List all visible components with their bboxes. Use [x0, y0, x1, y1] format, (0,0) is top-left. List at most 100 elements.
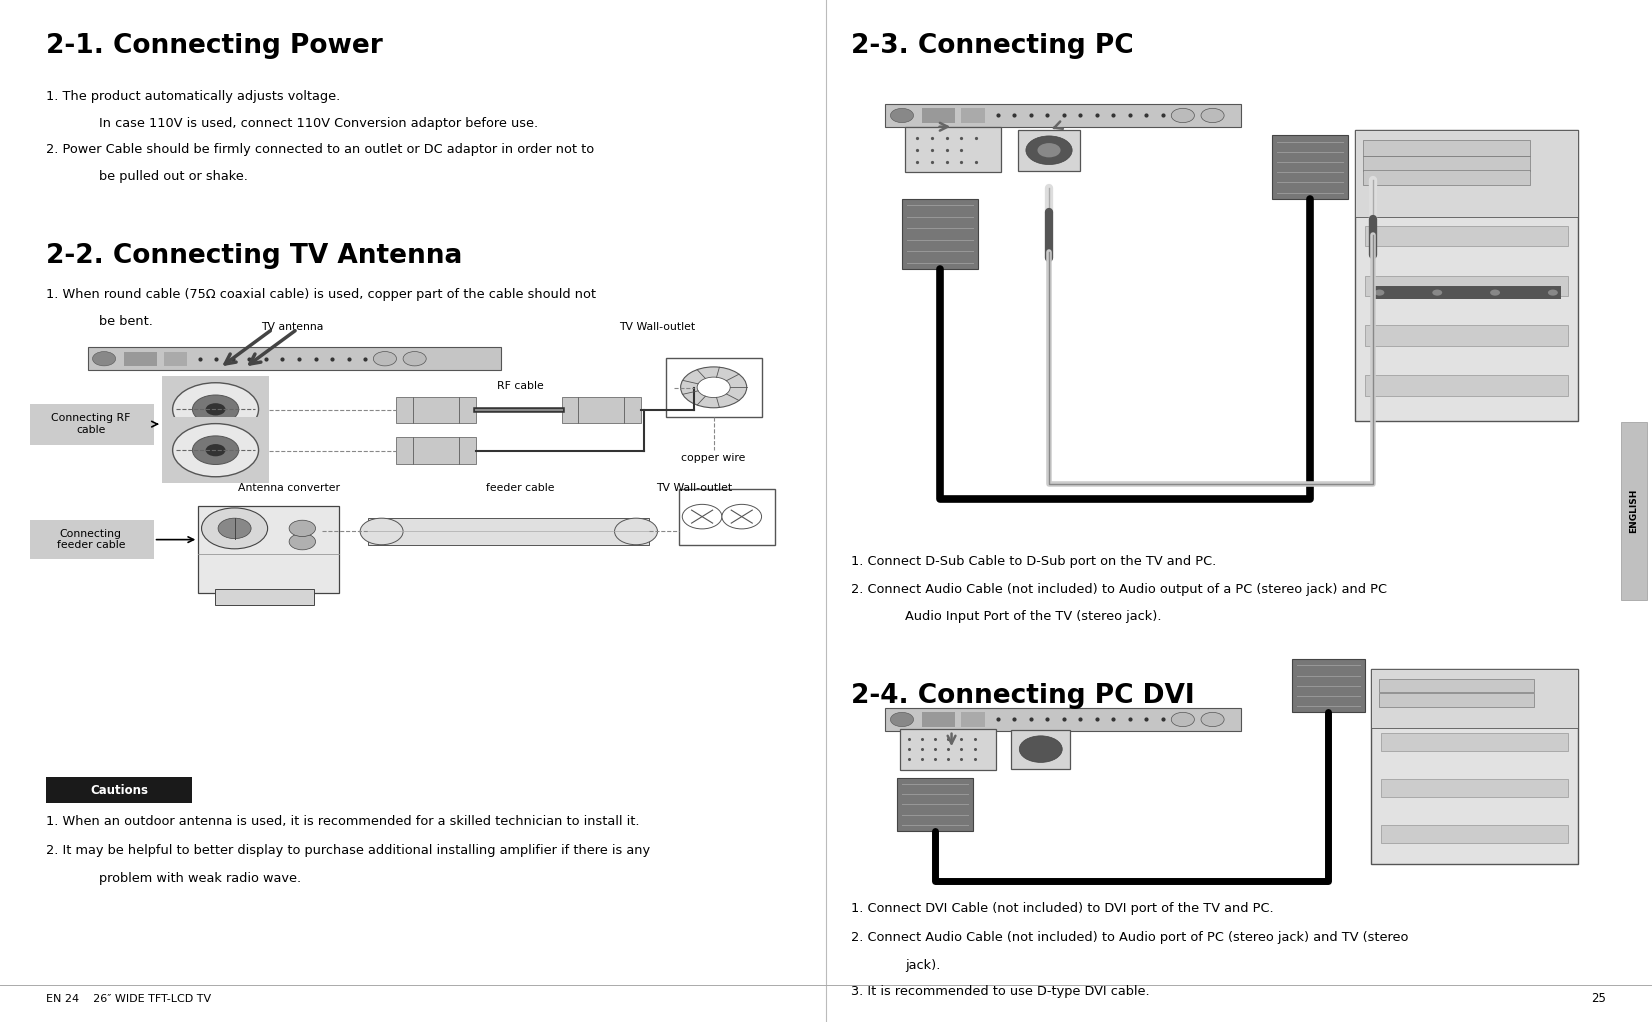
Bar — [961, 108, 985, 123]
Bar — [922, 712, 955, 727]
Text: 25: 25 — [1591, 991, 1606, 1005]
Text: 2. Power Cable should be firmly connected to an outlet or DC adaptor in order no: 2. Power Cable should be firmly connecte… — [46, 143, 595, 156]
Bar — [905, 127, 1001, 172]
Circle shape — [1490, 289, 1500, 295]
Bar — [164, 352, 187, 366]
Circle shape — [697, 377, 730, 398]
Text: be pulled out or shake.: be pulled out or shake. — [99, 170, 248, 183]
Circle shape — [890, 108, 914, 123]
Bar — [1355, 130, 1578, 218]
Bar — [1355, 130, 1578, 421]
Circle shape — [1019, 736, 1062, 762]
Bar — [679, 489, 775, 545]
Circle shape — [1171, 712, 1194, 727]
Bar — [1371, 669, 1578, 728]
Circle shape — [681, 367, 747, 408]
Text: RF cable: RF cable — [497, 381, 544, 391]
Bar — [162, 417, 269, 483]
Text: 1. Connect D-Sub Cable to D-Sub port on the TV and PC.: 1. Connect D-Sub Cable to D-Sub port on … — [851, 555, 1216, 568]
Circle shape — [1201, 108, 1224, 123]
Bar — [897, 778, 973, 831]
Bar — [198, 506, 339, 593]
Circle shape — [1548, 289, 1558, 295]
Circle shape — [1201, 712, 1224, 727]
Bar — [1292, 659, 1365, 712]
Text: TV Wall-outlet: TV Wall-outlet — [620, 322, 695, 332]
Bar — [459, 397, 476, 423]
Bar — [413, 397, 459, 423]
Bar — [124, 352, 157, 366]
Bar — [30, 520, 154, 559]
Text: problem with weak radio wave.: problem with weak radio wave. — [99, 872, 301, 885]
Bar — [30, 404, 154, 445]
Bar — [885, 104, 1241, 127]
Bar — [562, 397, 578, 423]
Bar — [46, 777, 192, 803]
Bar — [1379, 693, 1535, 707]
Text: 2-1. Connecting Power: 2-1. Connecting Power — [46, 33, 383, 58]
Circle shape — [202, 508, 268, 549]
Bar — [162, 376, 269, 443]
Bar — [902, 199, 978, 269]
Text: 2. Connect Audio Cable (not included) to Audio output of a PC (stereo jack) and : 2. Connect Audio Cable (not included) to… — [851, 583, 1386, 596]
Bar — [413, 437, 459, 464]
Circle shape — [205, 444, 225, 456]
Text: Connecting RF
cable: Connecting RF cable — [51, 413, 131, 435]
Text: In case 110V is used, connect 110V Conversion adaptor before use.: In case 110V is used, connect 110V Conve… — [99, 117, 539, 130]
Bar — [1379, 679, 1535, 692]
Text: be bent.: be bent. — [99, 315, 154, 328]
Bar — [1381, 779, 1568, 797]
Circle shape — [403, 352, 426, 366]
Circle shape — [93, 352, 116, 366]
Circle shape — [1037, 143, 1061, 157]
Text: 1. Connect DVI Cable (not included) to DVI port of the TV and PC.: 1. Connect DVI Cable (not included) to D… — [851, 901, 1274, 915]
Text: 3. It is recommended to use D-type DVI cable.: 3. It is recommended to use D-type DVI c… — [851, 985, 1150, 998]
Text: 2-4. Connecting PC DVI: 2-4. Connecting PC DVI — [851, 683, 1194, 708]
Text: 1. When round cable (75Ω coaxial cable) is used, copper part of the cable should: 1. When round cable (75Ω coaxial cable) … — [46, 288, 596, 301]
Circle shape — [218, 518, 251, 539]
Circle shape — [173, 423, 258, 476]
Bar — [1272, 136, 1348, 198]
Bar — [368, 518, 649, 545]
Bar — [88, 347, 501, 370]
Circle shape — [1026, 136, 1072, 165]
Text: jack).: jack). — [905, 959, 940, 972]
Bar — [1381, 825, 1568, 843]
Bar — [1011, 730, 1070, 769]
Text: 2-3. Connecting PC: 2-3. Connecting PC — [851, 33, 1133, 58]
Text: Connecting
feeder cable: Connecting feeder cable — [56, 528, 126, 551]
Circle shape — [722, 504, 762, 528]
Circle shape — [205, 404, 225, 415]
Bar — [578, 397, 624, 423]
Circle shape — [890, 712, 914, 727]
Bar — [1365, 226, 1568, 246]
Bar — [922, 108, 955, 123]
Text: 2-2. Connecting TV Antenna: 2-2. Connecting TV Antenna — [46, 243, 463, 269]
Circle shape — [615, 518, 657, 545]
Circle shape — [682, 504, 722, 528]
Circle shape — [289, 520, 316, 537]
Circle shape — [173, 383, 258, 436]
Circle shape — [193, 435, 240, 464]
Text: 2. Connect Audio Cable (not included) to Audio port of PC (stereo jack) and TV (: 2. Connect Audio Cable (not included) to… — [851, 931, 1408, 944]
Circle shape — [360, 518, 403, 545]
Text: Antenna converter: Antenna converter — [238, 482, 340, 493]
Bar — [961, 712, 985, 727]
Bar — [624, 397, 641, 423]
Text: TV antenna: TV antenna — [261, 322, 324, 332]
Bar — [1363, 140, 1530, 155]
Bar — [396, 437, 413, 464]
Bar — [900, 729, 996, 770]
Text: ENGLISH: ENGLISH — [1629, 489, 1639, 533]
Bar — [1365, 276, 1568, 296]
Bar — [1371, 669, 1578, 864]
Text: 2. It may be helpful to better display to purchase additional installing amplifi: 2. It may be helpful to better display t… — [46, 844, 651, 857]
Bar — [1363, 170, 1530, 185]
Bar — [1018, 130, 1080, 171]
Text: Cautions: Cautions — [89, 784, 149, 796]
Bar — [1371, 286, 1561, 298]
Text: EN 24    26″ WIDE TFT-LCD TV: EN 24 26″ WIDE TFT-LCD TV — [46, 993, 211, 1004]
Bar — [215, 589, 314, 605]
Bar — [1365, 325, 1568, 345]
Bar — [1365, 375, 1568, 396]
